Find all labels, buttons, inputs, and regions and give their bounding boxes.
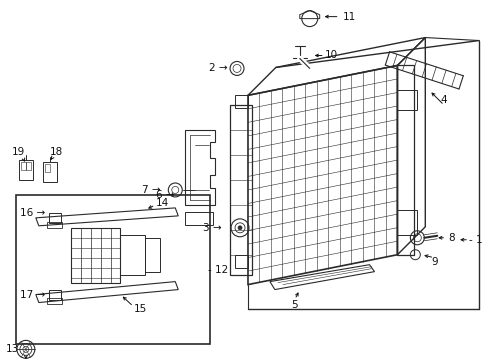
Bar [71, 228, 121, 283]
Bar [230, 105, 252, 275]
Text: 15: 15 [134, 305, 147, 315]
Bar [16, 195, 210, 345]
Text: 11: 11 [343, 12, 356, 22]
Text: - 1: - 1 [469, 235, 483, 245]
Text: 8: 8 [448, 233, 455, 243]
Text: 7 →: 7 → [142, 185, 160, 195]
Bar [47, 222, 62, 228]
Text: 16 →: 16 → [20, 208, 45, 218]
Bar [19, 160, 33, 180]
Text: 3 →: 3 → [203, 223, 222, 233]
Bar [49, 289, 61, 300]
Circle shape [238, 226, 242, 230]
Text: 10: 10 [325, 50, 338, 60]
Bar [43, 162, 57, 182]
Text: 5: 5 [292, 300, 298, 310]
Text: 14: 14 [156, 198, 169, 208]
Text: 9: 9 [431, 257, 438, 267]
Text: 19: 19 [12, 147, 25, 157]
Bar [26, 162, 31, 170]
Text: 13: 13 [6, 345, 20, 354]
Bar [49, 213, 61, 223]
Bar [146, 238, 160, 272]
Text: 2 →: 2 → [209, 63, 228, 73]
Text: 6 →: 6 → [156, 190, 174, 200]
Text: - 12: - 12 [208, 265, 228, 275]
Bar [397, 66, 415, 255]
Bar [45, 164, 50, 172]
Text: 4: 4 [441, 95, 447, 105]
Bar [121, 235, 146, 275]
Text: 18: 18 [50, 147, 63, 157]
Bar [47, 298, 62, 303]
Text: 17 →: 17 → [20, 289, 45, 300]
Bar [21, 162, 26, 170]
